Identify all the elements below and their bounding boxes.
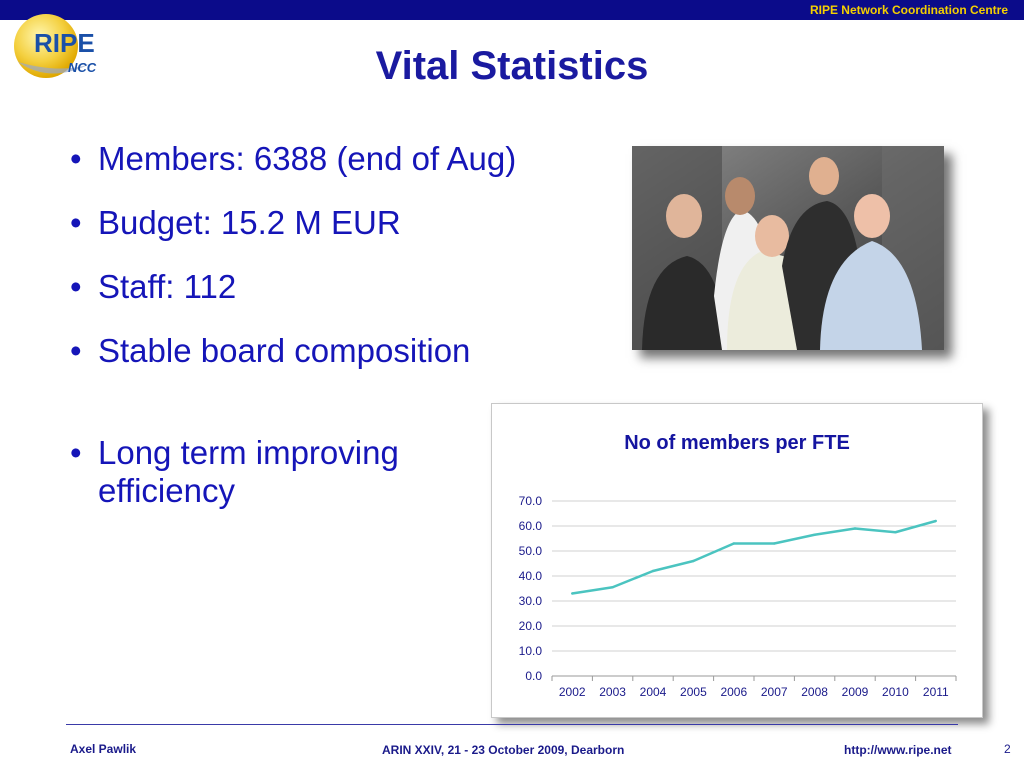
org-name: RIPE Network Coordination Centre bbox=[809, 3, 1008, 17]
y-tick-label: 10.0 bbox=[519, 644, 543, 658]
data-point bbox=[813, 533, 816, 536]
y-tick-label: 70.0 bbox=[519, 494, 543, 508]
y-tick-label: 30.0 bbox=[519, 594, 543, 608]
x-tick-label: 2008 bbox=[801, 685, 828, 699]
x-tick-label: 2005 bbox=[680, 685, 707, 699]
x-tick-label: 2007 bbox=[761, 685, 788, 699]
y-tick-label: 20.0 bbox=[519, 619, 543, 633]
x-tick-label: 2004 bbox=[640, 685, 667, 699]
footer-event: ARIN XXIV, 21 - 23 October 2009, Dearbor… bbox=[382, 743, 625, 757]
footer-author: Axel Pawlik bbox=[70, 742, 137, 756]
bullet-item: Members: 6388 (end of Aug) bbox=[62, 140, 622, 178]
page-number: 2 bbox=[1004, 742, 1011, 756]
logo-graphic: RIPE NCC bbox=[14, 14, 97, 78]
ripe-ncc-logo: RIPE NCC bbox=[10, 12, 110, 80]
slide-title: Vital Statistics bbox=[375, 44, 649, 88]
y-tick-label: 0.0 bbox=[525, 669, 542, 683]
bullet-item: Long term improving efficiency bbox=[62, 434, 478, 510]
logo-text-main: RIPE bbox=[34, 28, 95, 58]
bullet-item: Budget: 15.2 M EUR bbox=[62, 204, 622, 242]
data-point bbox=[651, 569, 655, 573]
x-tick-label: 2006 bbox=[720, 685, 747, 699]
x-tick-label: 2002 bbox=[559, 685, 586, 699]
chart-title: No of members per FTE bbox=[624, 432, 850, 454]
data-point bbox=[934, 519, 937, 523]
data-point bbox=[773, 542, 776, 545]
y-tick-label: 50.0 bbox=[519, 544, 543, 558]
data-point bbox=[853, 527, 857, 530]
bullet-item: Staff: 112 bbox=[62, 268, 622, 306]
y-tick-label: 40.0 bbox=[519, 569, 543, 583]
bullet-list: Members: 6388 (end of Aug) Budget: 15.2 … bbox=[62, 140, 622, 536]
footer-url[interactable]: http://www.ripe.net bbox=[844, 743, 952, 757]
data-point bbox=[571, 592, 574, 595]
x-tick-label: 2003 bbox=[599, 685, 626, 699]
header-bar: RIPE Network Coordination Centre bbox=[0, 0, 1024, 20]
team-photo-image bbox=[632, 146, 944, 350]
data-point bbox=[732, 542, 735, 545]
series-line bbox=[572, 519, 937, 595]
x-tick-label: 2011 bbox=[923, 685, 949, 699]
x-tick-label: 2010 bbox=[882, 685, 909, 699]
members-per-fte-chart: 0.0 10.0 20.0 30.0 40.0 50.0 60.0 70.0 2002 2003 2… bbox=[519, 494, 957, 699]
chart-panel: No of members per FTE 0.0 10.0 20.0 30.0 40.… bbox=[491, 403, 983, 718]
data-point bbox=[692, 559, 695, 563]
data-point bbox=[611, 586, 614, 589]
data-point bbox=[894, 531, 897, 534]
y-tick-label: 60.0 bbox=[519, 519, 543, 533]
team-photo bbox=[632, 146, 944, 350]
x-tick-label: 2009 bbox=[842, 685, 869, 699]
logo-text-sub: NCC bbox=[68, 60, 97, 75]
footer-divider bbox=[66, 724, 958, 725]
bullet-item: Stable board composition bbox=[62, 332, 622, 370]
